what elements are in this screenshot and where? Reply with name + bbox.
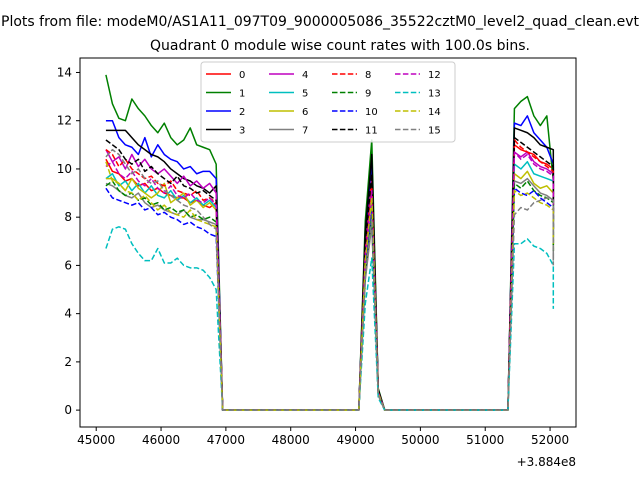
legend-label-9: 9 — [365, 89, 371, 100]
legend-label-1: 1 — [239, 89, 245, 100]
y-tick-label: 12 — [57, 114, 72, 128]
legend-label-4: 4 — [302, 70, 308, 81]
plot-title: Quadrant 0 module wise count rates with … — [150, 38, 530, 54]
y-tick-label: 14 — [57, 65, 72, 79]
x-offset-label: +3.884e8 — [517, 455, 576, 469]
legend-frame — [200, 61, 456, 143]
legend-label-2: 2 — [239, 107, 245, 118]
tick-layer: 45000 46000 47000 48000 49000 50000 51000 52000… — [57, 65, 569, 447]
x-tick-label: 48000 — [272, 433, 310, 447]
x-tick-label: 50000 — [401, 433, 439, 447]
y-tick-label: 4 — [64, 307, 72, 321]
axes-frame — [79, 57, 577, 428]
x-tick-label: 47000 — [207, 433, 245, 447]
legend-label-11: 11 — [365, 126, 378, 137]
y-tick-label: 6 — [64, 258, 72, 272]
legend-label-5: 5 — [302, 89, 308, 100]
figure-suptitle: Plots from file: modeM0/AS1A11_097T09_90… — [1, 14, 639, 30]
series-layer — [105, 74, 555, 411]
legend-label-3: 3 — [239, 126, 245, 137]
legend-label-14: 14 — [428, 107, 441, 118]
x-tick-label: 46000 — [142, 433, 180, 447]
legend-label-15: 15 — [428, 126, 441, 137]
legend-label-13: 13 — [428, 89, 441, 100]
y-tick-label: 0 — [64, 403, 72, 417]
x-tick-label: 52000 — [531, 433, 569, 447]
legend-label-10: 10 — [365, 107, 378, 118]
legend-label-12: 12 — [428, 70, 441, 81]
x-tick-label: 45000 — [77, 433, 115, 447]
y-tick-label: 10 — [57, 162, 72, 176]
series-line-15 — [105, 148, 555, 411]
x-tick-label: 49000 — [336, 433, 374, 447]
y-tick-label: 8 — [64, 210, 72, 224]
legend-label-6: 6 — [302, 107, 308, 118]
x-tick-label: 51000 — [466, 433, 504, 447]
legend-label-0: 0 — [239, 70, 245, 81]
legend-label-8: 8 — [365, 70, 371, 81]
y-tick-label: 2 — [64, 355, 72, 369]
legend-label-7: 7 — [302, 126, 308, 137]
